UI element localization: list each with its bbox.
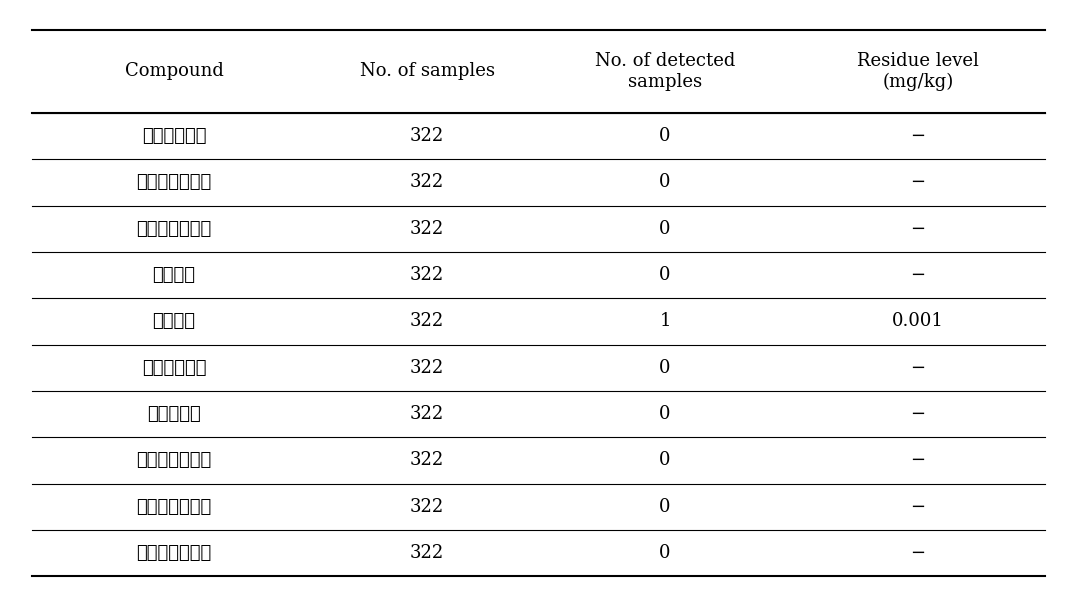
Text: 올레안도마이신: 올레안도마이신 [137,220,212,238]
Text: −: − [910,359,926,377]
Text: 322: 322 [410,266,445,284]
Text: 조사마이신: 조사마이신 [148,405,201,423]
Text: 0.001: 0.001 [892,312,945,330]
Text: 322: 322 [410,405,445,423]
Text: 털미코신: 털미코신 [153,312,196,330]
Text: 타일로신: 타일로신 [153,266,196,284]
Text: Residue level
(mg/kg): Residue level (mg/kg) [857,52,979,91]
Text: 0: 0 [659,498,671,516]
Text: No. of detected
samples: No. of detected samples [595,52,736,91]
Text: −: − [910,405,926,423]
Text: 에리스로마이신: 에리스로마이신 [137,173,212,191]
Text: 스파라마이신: 스파라마이신 [142,127,207,145]
Text: −: − [910,451,926,469]
Text: Compound: Compound [125,62,224,80]
Text: 0: 0 [659,451,671,469]
Text: 0: 0 [659,127,671,145]
Text: −: − [910,544,926,562]
Text: 322: 322 [410,220,445,238]
Text: 0: 0 [659,405,671,423]
Text: No. of samples: No. of samples [360,62,494,80]
Text: 322: 322 [410,312,445,330]
Text: 1: 1 [659,312,671,330]
Text: −: − [910,220,926,238]
Text: 322: 322 [410,498,445,516]
Text: 버지니아마이신: 버지니아마이신 [137,544,212,562]
Text: 322: 322 [410,544,445,562]
Text: 0: 0 [659,173,671,191]
Text: 322: 322 [410,359,445,377]
Text: 키타사마이신: 키타사마이신 [142,359,207,377]
Text: 322: 322 [410,127,445,145]
Text: −: − [910,266,926,284]
Text: 322: 322 [410,451,445,469]
Text: −: − [910,127,926,145]
Text: 0: 0 [659,544,671,562]
Text: −: − [910,173,926,191]
Text: −: − [910,498,926,516]
Text: 0: 0 [659,220,671,238]
Text: 0: 0 [659,266,671,284]
Text: 록시스로마이신: 록시스로마이신 [137,498,212,516]
Text: 322: 322 [410,173,445,191]
Text: 0: 0 [659,359,671,377]
Text: 툴라스로마이신: 툴라스로마이신 [137,451,212,469]
